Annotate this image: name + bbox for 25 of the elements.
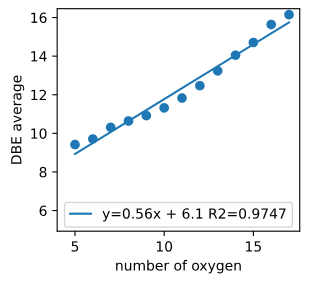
y-tick-label: 6 xyxy=(40,206,47,216)
y-tick-label: 8 xyxy=(40,166,46,178)
x-axis-title: number of oxygen xyxy=(116,260,241,274)
x-tick-label: 15 xyxy=(246,241,261,252)
point xyxy=(230,50,240,60)
point xyxy=(70,140,80,150)
y-tick-label: 16 xyxy=(31,12,47,24)
point xyxy=(266,20,276,30)
point xyxy=(141,110,152,120)
point xyxy=(284,10,294,20)
point xyxy=(177,93,187,103)
y-tick-label: 14 xyxy=(31,51,47,62)
point xyxy=(88,134,98,144)
x-tick-label: 5 xyxy=(72,241,78,252)
point xyxy=(194,80,205,91)
y-tick-label: 10 xyxy=(31,128,47,139)
x-tick-label: 10 xyxy=(156,241,172,252)
point xyxy=(106,122,116,132)
point xyxy=(124,116,134,126)
y-tick-label: 12 xyxy=(31,90,46,100)
point xyxy=(159,103,170,113)
y-axis-title: DBE average xyxy=(11,76,24,164)
legend-label: y=0.56x + 6.1 R2=0.9747 xyxy=(102,208,286,222)
point xyxy=(248,38,258,48)
point xyxy=(212,66,223,76)
